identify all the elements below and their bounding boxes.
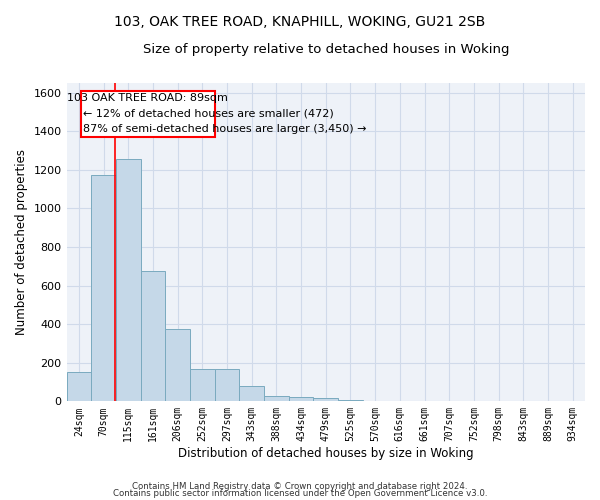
Bar <box>239 386 264 402</box>
Bar <box>264 396 289 402</box>
Text: 87% of semi-detached houses are larger (3,450) →: 87% of semi-detached houses are larger (… <box>83 124 367 134</box>
FancyBboxPatch shape <box>81 91 215 137</box>
X-axis label: Distribution of detached houses by size in Woking: Distribution of detached houses by size … <box>178 447 473 460</box>
Bar <box>165 329 190 402</box>
Bar <box>289 397 313 402</box>
Y-axis label: Number of detached properties: Number of detached properties <box>15 149 28 335</box>
Bar <box>91 174 116 402</box>
Bar <box>215 368 239 402</box>
Text: 103 OAK TREE ROAD: 89sqm: 103 OAK TREE ROAD: 89sqm <box>67 94 228 104</box>
Bar <box>116 159 140 402</box>
Bar <box>140 271 165 402</box>
Bar <box>190 368 215 402</box>
Text: ← 12% of detached houses are smaller (472): ← 12% of detached houses are smaller (47… <box>83 109 334 119</box>
Bar <box>338 400 363 402</box>
Title: Size of property relative to detached houses in Woking: Size of property relative to detached ho… <box>143 42 509 56</box>
Bar <box>313 398 338 402</box>
Text: Contains public sector information licensed under the Open Government Licence v3: Contains public sector information licen… <box>113 489 487 498</box>
Text: Contains HM Land Registry data © Crown copyright and database right 2024.: Contains HM Land Registry data © Crown c… <box>132 482 468 491</box>
Bar <box>67 372 91 402</box>
Text: 103, OAK TREE ROAD, KNAPHILL, WOKING, GU21 2SB: 103, OAK TREE ROAD, KNAPHILL, WOKING, GU… <box>115 16 485 30</box>
